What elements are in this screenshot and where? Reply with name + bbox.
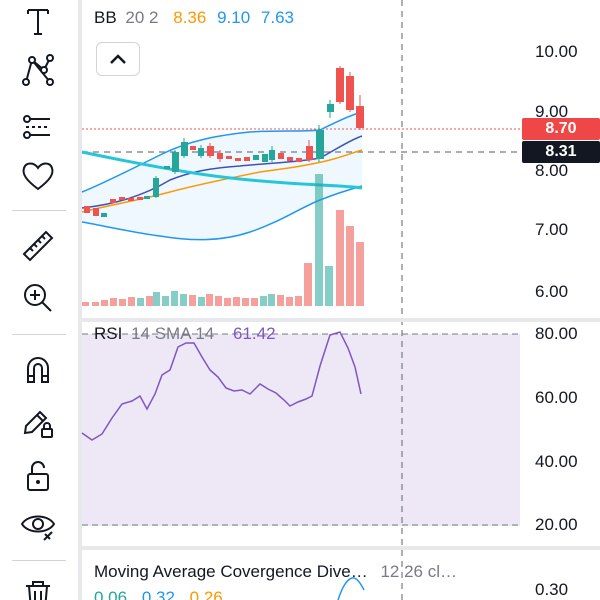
price-axis-tick: 10.00 (535, 42, 578, 61)
hide-drawings-eye-icon[interactable] (14, 504, 62, 548)
bb-lower-line (81, 185, 363, 241)
moving-average-line (81, 135, 363, 209)
macd-value: 0.06 (94, 588, 128, 600)
price-axis-tick: 9.00 (535, 102, 569, 121)
macd-values: 0.06 0.32 0.26 (94, 588, 227, 600)
delete-trash-icon[interactable] (14, 572, 62, 600)
rsi-legend-name: RSI (94, 324, 123, 343)
toolbar-border (78, 0, 82, 600)
bb-legend-upper: 9.10 (217, 8, 251, 27)
bb-legend-lower: 7.63 (260, 8, 294, 27)
rsi-axis-tick: 20.00 (535, 515, 578, 534)
macd-signal-value: 0.32 (141, 588, 175, 600)
lock-drawings-icon[interactable] (14, 454, 62, 498)
toolbar-divider (12, 334, 66, 335)
candles (84, 66, 364, 217)
macd-line (337, 577, 365, 600)
draw-lock-icon[interactable] (14, 400, 62, 444)
macd-legend-name: Moving Average Covergence Dive… (94, 562, 368, 581)
bb-legend-params: 20 2 (125, 8, 159, 27)
macd-legend[interactable]: Moving Average Covergence Dive… 12 26 cl… (94, 562, 461, 582)
rsi-axis-tick: 80.00 (535, 324, 578, 343)
ruler-measure-icon[interactable] (14, 224, 62, 268)
trend-lines-icon[interactable] (14, 104, 62, 148)
rsi-band-background (82, 334, 520, 526)
drawing-toolbar (0, 0, 78, 600)
bb-legend[interactable]: BB 20 2 8.36 9.10 7.63 (94, 8, 298, 28)
rsi-legend-value: 61.42 (232, 324, 276, 343)
macd-axis-tick: 0.30 (535, 580, 569, 599)
pane-separator[interactable] (82, 546, 600, 550)
rsi-line (81, 331, 362, 441)
ema-thick-line (81, 150, 363, 190)
rsi-axis-tick: 40.00 (535, 452, 578, 471)
pane-separator[interactable] (82, 318, 600, 322)
macd-histogram-value: 0.26 (189, 588, 223, 600)
collapse-legend-button[interactable] (96, 42, 140, 76)
bb-upper-line (81, 111, 363, 193)
price-axis-tick: 8.00 (535, 161, 569, 180)
volume-bars (82, 174, 364, 306)
favorites-heart-icon[interactable] (14, 154, 62, 198)
rsi-axis-tick: 60.00 (535, 388, 578, 407)
macd-legend-params: 12 26 cl… (380, 562, 457, 581)
text-tool-icon[interactable] (14, 0, 62, 44)
chevron-up-icon (110, 54, 126, 64)
price-axis-tick: 6.00 (535, 282, 569, 301)
pattern-tool-icon[interactable] (14, 48, 62, 92)
price-axis-tick: 7.00 (535, 220, 569, 239)
bb-legend-basis: 8.36 (173, 8, 207, 27)
rsi-legend[interactable]: RSI 14 SMA 14 61.42 (94, 324, 280, 344)
rsi-legend-params: 14 SMA 14 (131, 324, 215, 343)
toolbar-divider (12, 560, 66, 561)
bb-legend-name: BB (94, 8, 117, 27)
magnet-mode-icon[interactable] (14, 348, 62, 392)
zoom-in-icon[interactable] (14, 276, 62, 320)
crosshair-price-tag: 8.31 (522, 141, 600, 163)
last-price-tag: 8.70 (522, 118, 600, 140)
toolbar-divider (12, 210, 66, 211)
